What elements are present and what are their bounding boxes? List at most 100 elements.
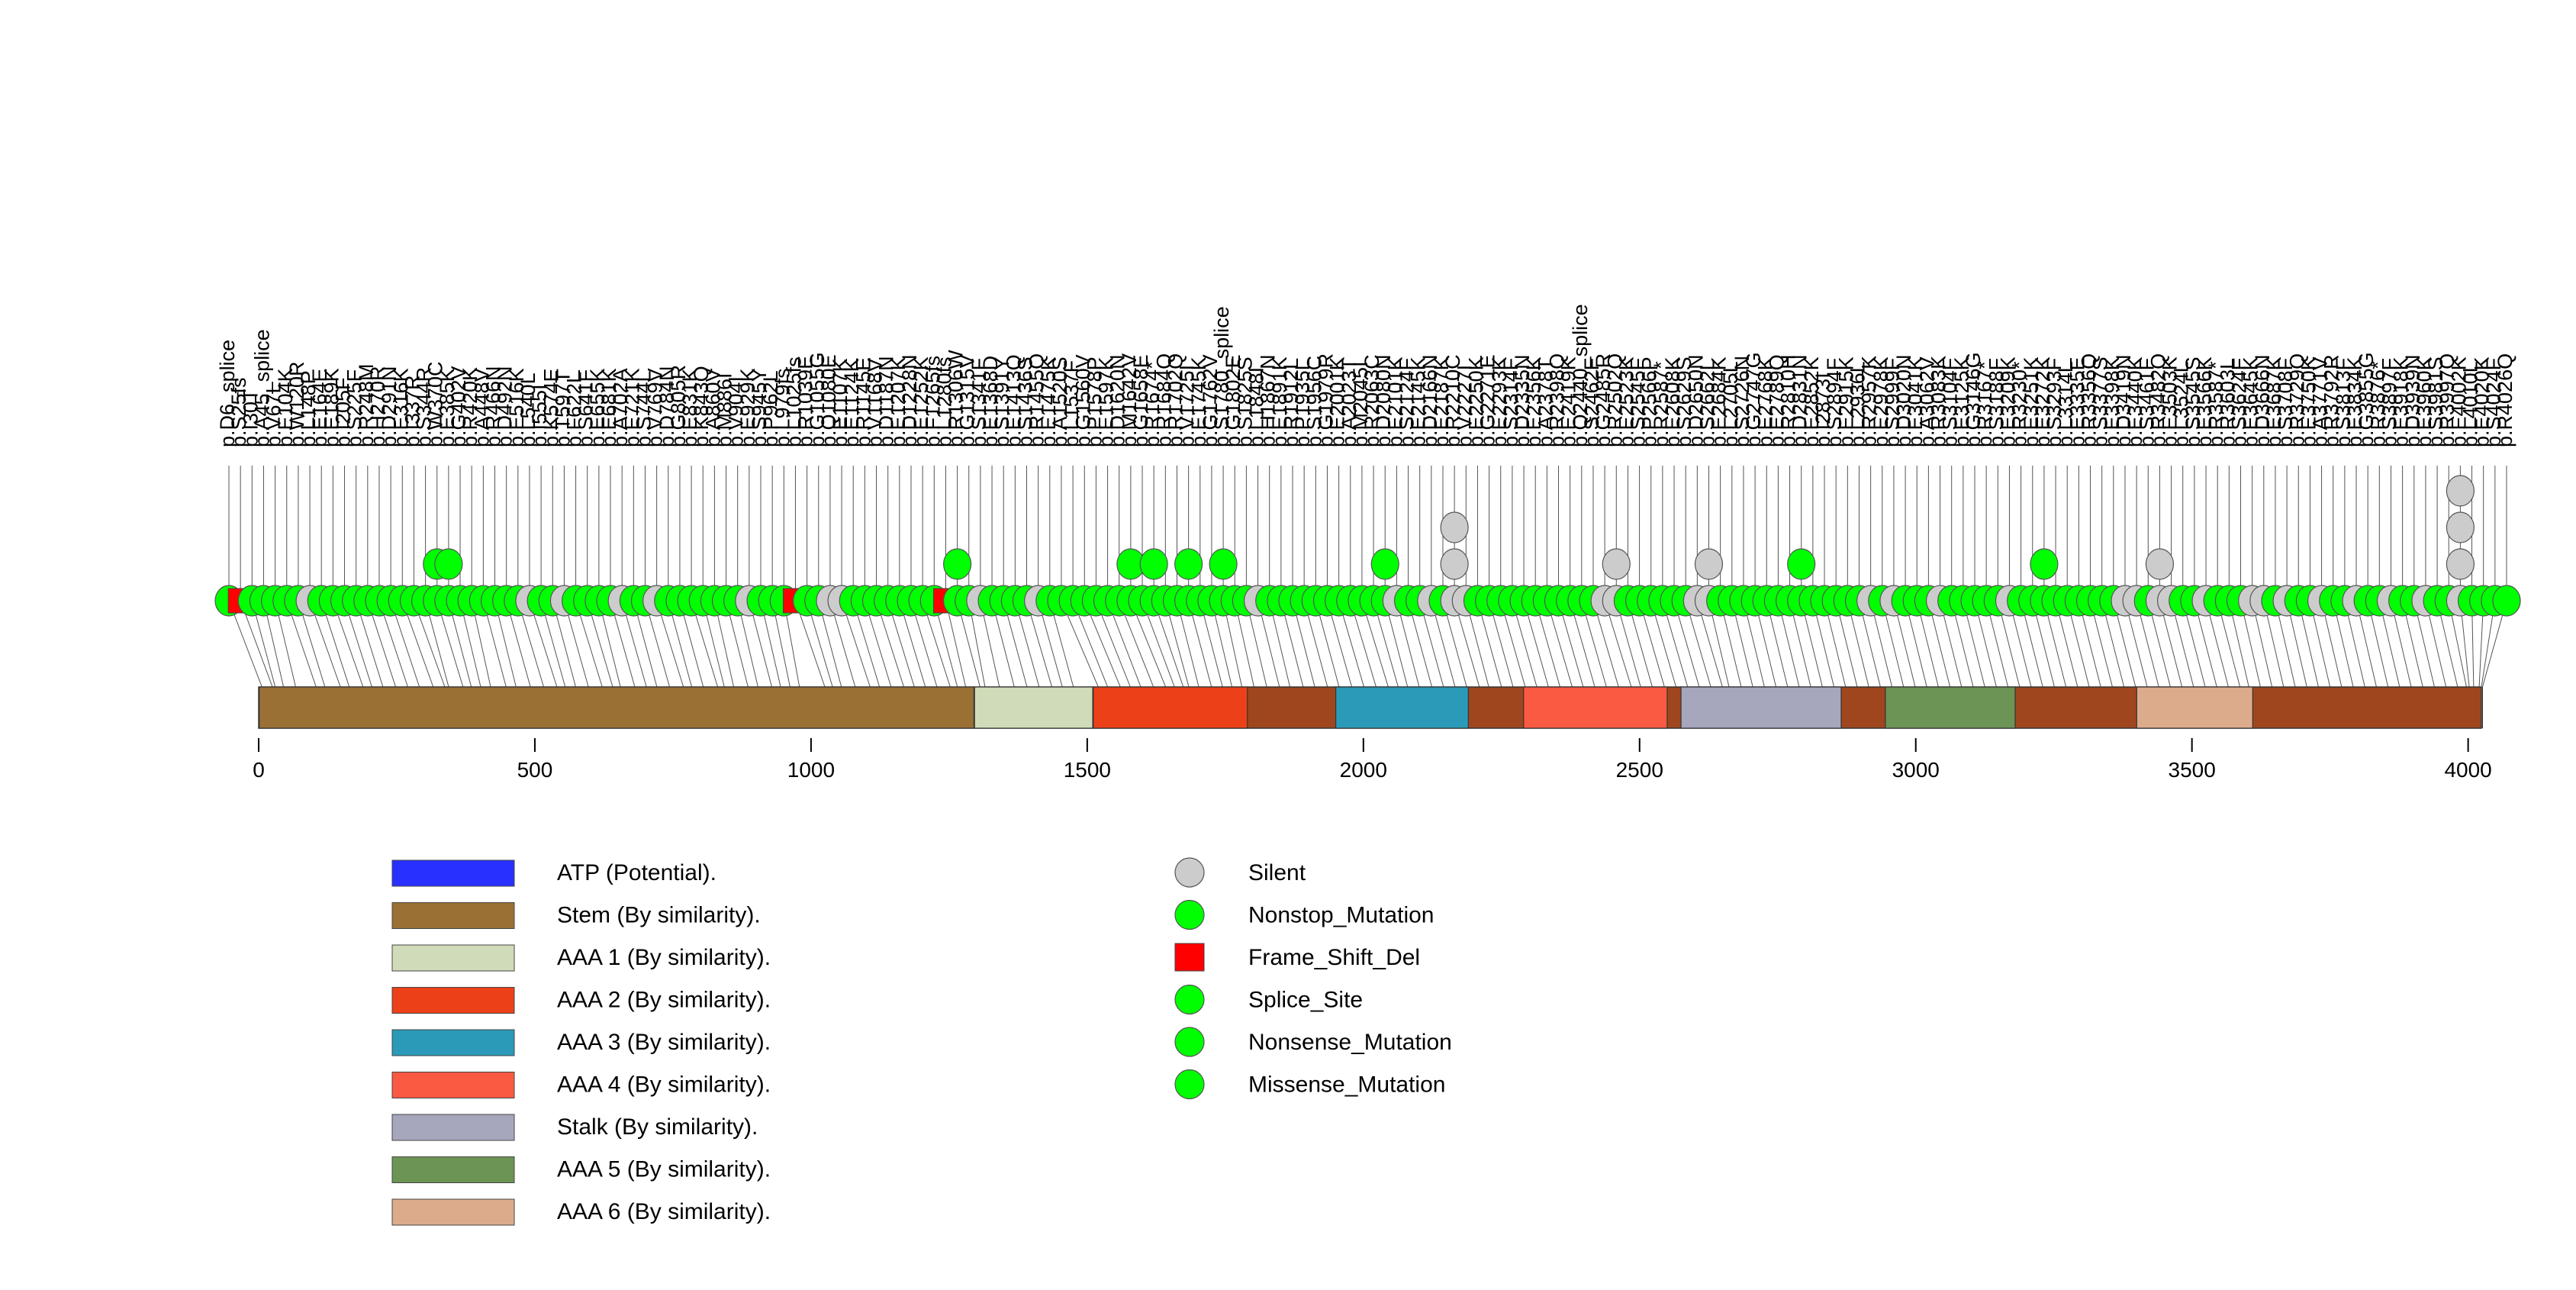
- mutation-label: p.L1025fs: [782, 356, 805, 447]
- mutation-label: p.L540L: [517, 372, 539, 447]
- mutation-stem: [1997, 466, 2021, 688]
- legend-domain-swatch: [391, 1114, 515, 1141]
- mutation-label: p.G2747G: [1742, 352, 1765, 447]
- mutation-label: p.S225F: [343, 369, 366, 447]
- mutation-label: p.E721K: [620, 368, 643, 447]
- mutation-stem: [298, 466, 326, 688]
- mutation-point: [2145, 548, 2175, 580]
- mutation-label: p.R2587*: [1650, 361, 1673, 447]
- mutation-label: p.E655K: [586, 368, 609, 447]
- mutation-stem: [841, 466, 871, 688]
- mutation-label: p.V2227I: [1453, 365, 1476, 447]
- x-axis: 0 500 1000 1500 2000 2500 3000 3500 4000: [253, 738, 2492, 782]
- mutation-stem: [2055, 466, 2079, 688]
- mutation-stem: [367, 466, 397, 688]
- mutation-points: [214, 475, 2521, 617]
- mutation-stem: [1292, 466, 1315, 688]
- mutation-label: p.D1620N: [1106, 354, 1129, 447]
- mutation-label: p.E316K: [389, 368, 412, 447]
- mutation-label: p.E3209K: [1996, 356, 2019, 447]
- mutation-stem: [991, 466, 1015, 688]
- mutation-label: p.S1436S: [1014, 356, 1037, 447]
- mutation-label: p.E1252K: [910, 356, 932, 447]
- mutation-stem: [378, 466, 408, 688]
- legend-domain-swatch: [391, 1156, 515, 1183]
- mutation-label: p.R248M: [355, 363, 378, 447]
- mutation-label: p.S2894F: [1823, 358, 1846, 447]
- mutation-label: p.E189K: [320, 368, 343, 447]
- mutation-label: p.E2145K: [1407, 356, 1430, 447]
- mutation-stem: [1592, 466, 1619, 688]
- mutation-label: p.S3708F: [2274, 358, 2297, 447]
- mutation-stem: [2275, 466, 2296, 688]
- mutation-label: p.S1956C: [1302, 356, 1325, 447]
- mutation-stem: [771, 466, 791, 688]
- mutation-label: p.R1455Q: [1026, 353, 1048, 447]
- mutation-label: p.S3461F: [2135, 358, 2158, 447]
- mutation-label: p.E3687K: [2262, 356, 2285, 447]
- mutation-stem: [1523, 466, 1549, 688]
- mutation-label: p.L3524L: [2170, 361, 2193, 447]
- mutation-label: p.D492N: [494, 366, 517, 447]
- mutation-label: p.A2378T: [1534, 358, 1557, 447]
- mutation-stem: [968, 466, 986, 688]
- mutation-label: p.E385K: [436, 368, 459, 447]
- mutation-stem: [1662, 466, 1689, 688]
- mutation-stem: [482, 466, 507, 688]
- mutation-label: p.G2485R: [1592, 353, 1615, 447]
- legend-mutation-symbol: [1174, 984, 1205, 1015]
- mutation-stem: [702, 466, 725, 688]
- mutation-label: p.S2726N: [1731, 356, 1753, 447]
- mutation-label: p.R4026Q: [2494, 353, 2516, 447]
- mutation-stem: [1164, 466, 1190, 688]
- mutation-stem: [876, 466, 904, 688]
- mutation-stem: [1766, 466, 1789, 688]
- domain-block: [1523, 686, 1668, 729]
- mutation-stem: [356, 466, 384, 688]
- legend-mutation-symbol: [1174, 943, 1205, 972]
- mutation-label: p.V904I: [725, 376, 748, 447]
- legend-domain-swatch: [391, 902, 515, 929]
- mutation-stem: [807, 466, 833, 688]
- mutation-stem: [309, 466, 341, 688]
- mutation-label: p.E2187K: [1430, 356, 1453, 447]
- legend-domain-label: AAA 3 (By similarity).: [557, 1030, 771, 1055]
- mutation-stem: [691, 466, 719, 688]
- mutation-stem: [1754, 466, 1777, 688]
- mutation-stem: [1465, 466, 1489, 688]
- mutation-stem: [2194, 466, 2217, 688]
- mutation-label: p.S1391Y: [990, 356, 1013, 447]
- mutation-label: p.S3293F: [2043, 358, 2066, 447]
- mutation-label: p.R3997Q: [2436, 353, 2458, 447]
- mutation-stem: [2205, 466, 2229, 688]
- mutation-label: p.E104K: [274, 368, 297, 447]
- mutation-label: p.E3251K: [2020, 356, 2043, 447]
- mutation-stem: [2078, 466, 2101, 688]
- mutation-stem: [749, 466, 772, 688]
- mutation-label: p.G2271E: [1476, 354, 1499, 447]
- mutation-label: p.H270R: [366, 366, 389, 447]
- mutation-stem: [529, 466, 558, 688]
- mutation-label: p.A2023T: [1338, 358, 1360, 447]
- mutation-label: p.V67L: [262, 382, 285, 447]
- legend-domain-label: Stalk (By similarity).: [557, 1114, 758, 1140]
- mutation-label: p.E2356K: [1522, 356, 1545, 447]
- mutation-stem: [575, 466, 603, 688]
- mutation-stem: [506, 466, 531, 688]
- mutation-stem: [1824, 466, 1847, 688]
- mutation-label: p.E2523K: [1615, 356, 1637, 447]
- mutation-stem: [2263, 466, 2285, 688]
- mutation-label: p.E1475K: [1037, 356, 1060, 447]
- mutation-stems: [228, 466, 2507, 728]
- legend-domain-swatch: [391, 1072, 515, 1098]
- mutation-stem: [1431, 466, 1456, 688]
- mutation-stem: [1489, 466, 1514, 688]
- mutation-label: p.S1780_splice: [1210, 306, 1233, 447]
- mutation-label: p.E2768K: [1753, 356, 1776, 447]
- mutation-label: p.E1107K: [829, 358, 852, 447]
- mutation-label: p.L4010L: [2459, 361, 2482, 447]
- mutation-label: p.E1597K: [1095, 356, 1118, 447]
- mutation-stem: [517, 466, 545, 688]
- mutation-label: p.P1578P: [1083, 356, 1106, 447]
- mutation-label: p.M1642V: [1118, 353, 1141, 447]
